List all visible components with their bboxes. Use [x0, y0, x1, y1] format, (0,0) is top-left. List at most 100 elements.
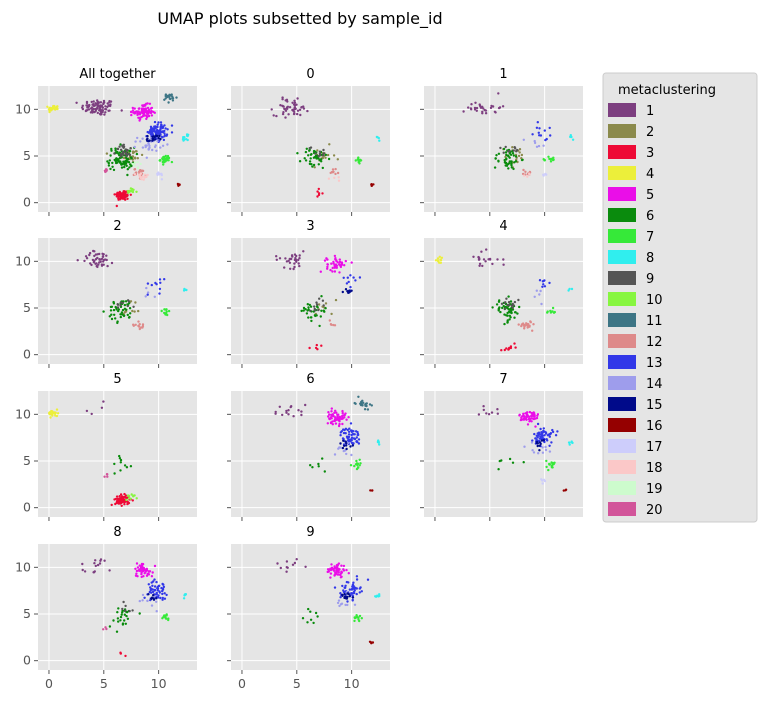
point — [157, 121, 160, 124]
point — [120, 504, 123, 507]
point — [52, 412, 56, 415]
point — [534, 425, 537, 428]
point — [524, 170, 527, 173]
point — [349, 464, 353, 467]
point — [83, 570, 87, 573]
point — [368, 640, 372, 643]
point — [342, 589, 345, 592]
point — [485, 412, 488, 415]
point — [491, 262, 494, 266]
point — [504, 161, 507, 164]
point — [538, 279, 542, 282]
point — [113, 313, 116, 316]
point — [146, 282, 150, 285]
point — [497, 468, 500, 471]
point — [285, 409, 288, 413]
point — [96, 563, 100, 567]
point — [135, 152, 139, 156]
point — [151, 148, 154, 152]
point — [494, 157, 497, 160]
point — [522, 418, 526, 421]
point — [98, 109, 101, 112]
point — [144, 107, 148, 110]
point — [167, 159, 170, 162]
point — [308, 147, 311, 150]
point — [308, 303, 311, 307]
point — [113, 462, 116, 466]
point — [567, 441, 571, 444]
point — [327, 411, 330, 414]
point — [135, 110, 138, 113]
point — [111, 165, 114, 168]
point — [170, 131, 174, 134]
point — [547, 155, 550, 158]
point — [163, 592, 166, 595]
point — [143, 176, 146, 179]
point — [508, 160, 512, 163]
point — [113, 193, 116, 196]
point — [316, 149, 319, 152]
legend-label: 2 — [646, 125, 654, 140]
point — [532, 323, 535, 326]
point — [284, 99, 287, 102]
point — [274, 412, 277, 415]
point — [513, 316, 516, 319]
point — [119, 615, 123, 619]
point — [503, 313, 506, 316]
legend-label: 20 — [646, 503, 663, 518]
point — [81, 568, 84, 572]
point — [334, 422, 338, 425]
point — [147, 147, 150, 151]
point — [115, 157, 118, 160]
point — [143, 173, 147, 176]
point — [114, 305, 117, 309]
point — [302, 309, 305, 312]
x-tick-label: 5 — [100, 676, 108, 691]
point — [518, 305, 521, 309]
point — [509, 309, 513, 312]
point — [135, 150, 138, 153]
point — [556, 430, 559, 433]
point — [526, 423, 530, 426]
panel-title: 6 — [306, 372, 314, 387]
point — [314, 154, 318, 158]
point — [487, 413, 491, 416]
point — [315, 301, 318, 304]
point — [136, 157, 139, 160]
point — [502, 263, 505, 266]
point — [129, 193, 132, 196]
point — [508, 318, 511, 321]
point — [155, 610, 158, 613]
point — [334, 258, 337, 261]
point — [119, 497, 122, 500]
point — [302, 306, 306, 310]
point — [521, 158, 524, 161]
point — [118, 495, 121, 498]
point — [153, 578, 156, 581]
point — [553, 461, 556, 464]
point — [94, 262, 97, 265]
point — [324, 156, 327, 159]
point — [335, 266, 338, 269]
point — [514, 346, 517, 349]
point — [153, 145, 157, 149]
panel-title: 9 — [306, 525, 314, 540]
point — [505, 347, 508, 350]
point — [167, 101, 170, 104]
point — [162, 163, 165, 166]
point — [331, 420, 334, 423]
point — [551, 466, 554, 469]
point — [522, 168, 525, 172]
point — [343, 592, 346, 596]
point — [145, 286, 148, 290]
legend-swatch — [608, 334, 636, 348]
point — [104, 107, 107, 111]
point — [542, 144, 545, 147]
point — [355, 436, 358, 439]
point — [536, 422, 540, 426]
point — [355, 615, 358, 618]
point — [533, 295, 536, 298]
point — [498, 459, 501, 463]
point — [539, 435, 542, 438]
point — [295, 558, 298, 561]
